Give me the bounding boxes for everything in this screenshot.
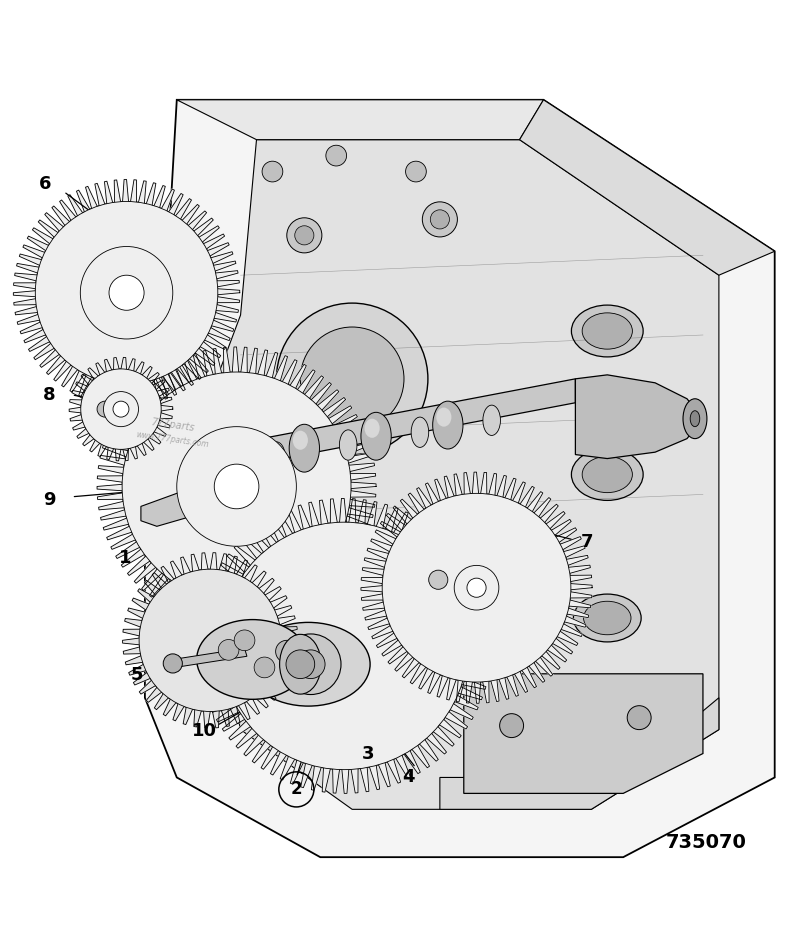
Ellipse shape <box>246 623 370 706</box>
Circle shape <box>113 401 129 418</box>
Polygon shape <box>122 552 298 728</box>
Circle shape <box>286 650 314 679</box>
Circle shape <box>286 217 322 252</box>
Polygon shape <box>575 375 703 458</box>
Ellipse shape <box>361 412 391 460</box>
Ellipse shape <box>339 430 357 460</box>
Circle shape <box>454 566 499 610</box>
Circle shape <box>281 634 341 695</box>
Ellipse shape <box>690 411 700 427</box>
Polygon shape <box>177 100 543 140</box>
Polygon shape <box>14 179 240 406</box>
Polygon shape <box>69 358 173 461</box>
Circle shape <box>382 493 571 682</box>
Polygon shape <box>440 698 719 809</box>
Ellipse shape <box>683 399 707 438</box>
Circle shape <box>294 226 314 245</box>
Text: 6: 6 <box>39 175 51 193</box>
Text: 2: 2 <box>290 780 302 798</box>
Circle shape <box>326 145 346 166</box>
Circle shape <box>35 201 218 384</box>
Polygon shape <box>141 491 197 527</box>
Circle shape <box>81 369 161 449</box>
Polygon shape <box>464 674 703 793</box>
Text: 7: 7 <box>581 533 594 551</box>
Ellipse shape <box>289 424 319 472</box>
Text: 3: 3 <box>362 745 374 763</box>
Polygon shape <box>197 498 492 793</box>
Polygon shape <box>145 100 774 857</box>
Circle shape <box>254 657 275 678</box>
Circle shape <box>177 427 296 547</box>
Ellipse shape <box>571 449 643 500</box>
Circle shape <box>262 161 283 182</box>
Polygon shape <box>173 648 247 667</box>
Polygon shape <box>97 347 376 626</box>
Text: 5: 5 <box>130 666 143 684</box>
Text: 1: 1 <box>118 549 131 568</box>
Circle shape <box>163 654 182 673</box>
Ellipse shape <box>411 418 429 447</box>
Polygon shape <box>241 379 575 467</box>
Circle shape <box>374 703 394 724</box>
Ellipse shape <box>280 634 321 694</box>
Circle shape <box>277 303 428 455</box>
Ellipse shape <box>582 313 632 349</box>
Polygon shape <box>361 472 592 703</box>
Circle shape <box>422 202 458 237</box>
Ellipse shape <box>583 602 631 635</box>
Circle shape <box>122 372 351 601</box>
Polygon shape <box>519 100 774 275</box>
Circle shape <box>300 327 404 431</box>
Text: www.777parts.com: www.777parts.com <box>136 430 210 449</box>
Ellipse shape <box>365 419 380 437</box>
Ellipse shape <box>574 594 641 642</box>
Ellipse shape <box>268 442 285 472</box>
Circle shape <box>429 570 448 589</box>
Circle shape <box>276 641 298 662</box>
Ellipse shape <box>436 407 451 427</box>
Circle shape <box>214 464 259 509</box>
Text: 735070: 735070 <box>666 833 746 852</box>
Circle shape <box>139 569 282 712</box>
Circle shape <box>103 392 138 427</box>
Circle shape <box>218 640 239 661</box>
Text: 777parts: 777parts <box>150 417 195 433</box>
Ellipse shape <box>571 305 643 357</box>
Ellipse shape <box>483 405 501 436</box>
Text: 4: 4 <box>402 769 414 787</box>
Text: 9: 9 <box>43 491 55 509</box>
Circle shape <box>97 401 113 418</box>
Polygon shape <box>217 140 719 809</box>
Circle shape <box>406 161 426 182</box>
Circle shape <box>627 706 651 730</box>
Ellipse shape <box>197 620 308 699</box>
Circle shape <box>286 669 309 691</box>
Ellipse shape <box>582 456 632 493</box>
Circle shape <box>296 650 325 679</box>
Circle shape <box>430 210 450 229</box>
Circle shape <box>467 578 486 597</box>
Circle shape <box>500 714 523 737</box>
Circle shape <box>234 630 255 651</box>
Text: 8: 8 <box>43 386 55 403</box>
Text: 10: 10 <box>192 722 217 740</box>
Ellipse shape <box>433 401 463 449</box>
Circle shape <box>80 247 173 339</box>
Circle shape <box>221 522 468 770</box>
Ellipse shape <box>293 431 308 450</box>
Circle shape <box>309 659 331 681</box>
Circle shape <box>109 275 144 310</box>
Circle shape <box>270 687 290 708</box>
